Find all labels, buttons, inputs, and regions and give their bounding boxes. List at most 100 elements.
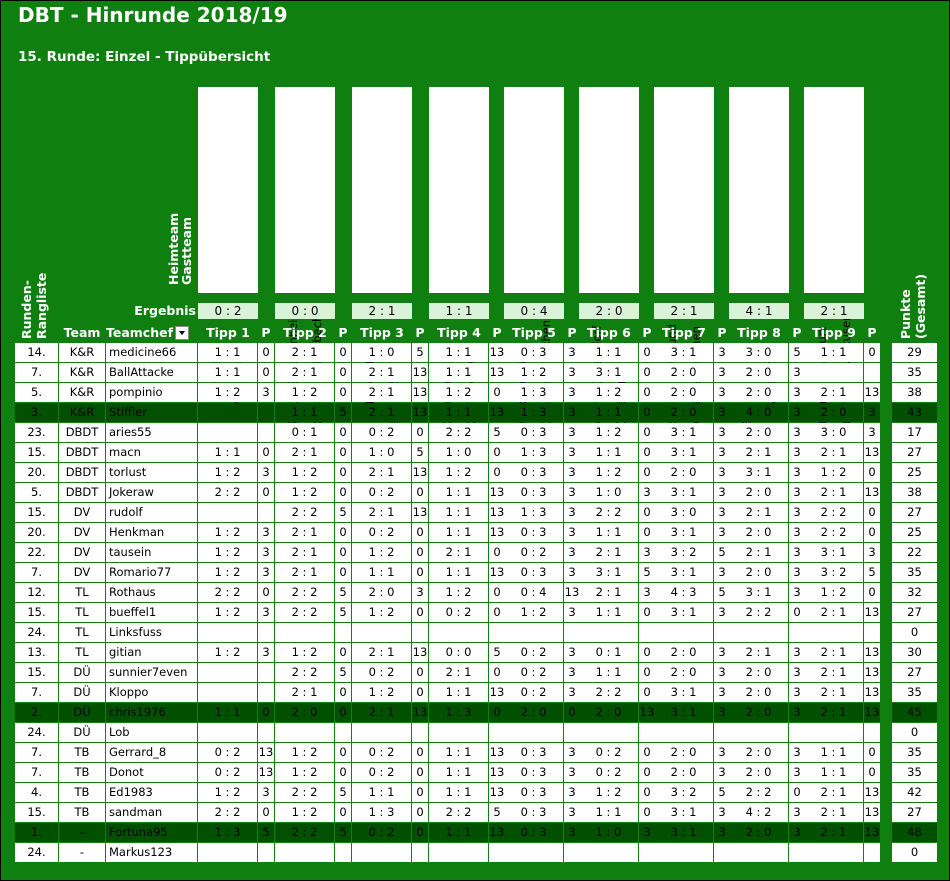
tipp-cell: 2 : 0 — [729, 683, 788, 702]
total-points-cell: 27 — [892, 443, 937, 462]
tipp-cell: 1 : 2 — [504, 603, 563, 622]
points-cell — [258, 723, 274, 742]
tipp-cell: 2 : 1 — [352, 363, 411, 382]
tipp-cell: 2 : 2 — [579, 683, 638, 702]
tipp-cell: 0 : 2 — [579, 743, 638, 762]
points-cell: 3 — [789, 383, 805, 402]
points-cell: 0 — [335, 423, 351, 442]
points-cell — [564, 843, 580, 862]
tipp-cell: 1 : 2 — [275, 643, 334, 662]
points-cell: 3 — [789, 583, 805, 602]
tipp-cell: 2 : 1 — [275, 683, 334, 702]
total-points-cell: 27 — [892, 803, 937, 822]
teamchef-header[interactable]: Teamchef — [106, 324, 198, 341]
page-title: DBT - Hinrunde 2018/19 — [18, 3, 288, 27]
tipp-cell: 2 : 1 — [729, 643, 788, 662]
points-cell: 13 — [864, 683, 880, 702]
tipp-cell: 0 : 4 — [504, 583, 563, 602]
points-cell: 3 — [789, 463, 805, 482]
tipp-cell: 0 : 0 — [429, 643, 488, 662]
points-cell: 0 — [639, 743, 655, 762]
points-cell: 0 — [639, 783, 655, 802]
points-cell: 13 — [412, 503, 428, 522]
team-cell: DV — [59, 543, 105, 562]
tipp-cell — [579, 723, 638, 742]
tipp-cell: 1 : 0 — [352, 443, 411, 462]
points-cell: 0 — [412, 543, 428, 562]
points-header-5: P — [567, 325, 577, 340]
points-cell: 3 — [789, 523, 805, 542]
game-result-7: 2 : 1 — [654, 303, 714, 319]
teamchef-cell: medicine66 — [106, 343, 197, 362]
points-cell: 0 — [335, 383, 351, 402]
points-cell: 0 — [258, 443, 274, 462]
tipp-cell: 0 : 2 — [198, 763, 257, 782]
tipp-cell: 0 : 2 — [504, 643, 563, 662]
points-cell: 0 — [412, 783, 428, 802]
tipp-cell: 2 : 0 — [352, 583, 411, 602]
points-cell: 0 — [489, 663, 505, 682]
tipp-cell: 3 : 1 — [579, 563, 638, 582]
teamchef-cell: Ed1983 — [106, 783, 197, 802]
points-cell: 3 — [639, 483, 655, 502]
team-cell: TL — [59, 623, 105, 642]
points-cell: 3 — [714, 563, 730, 582]
tipp-cell: 1 : 1 — [579, 603, 638, 622]
tipp-cell: 0 : 2 — [504, 683, 563, 702]
points-cell — [412, 623, 428, 642]
tipp-cell: 1 : 3 — [352, 803, 411, 822]
team-cell: - — [59, 823, 105, 842]
tipp-cell: 1 : 2 — [275, 743, 334, 762]
tipp-cell: 2 : 1 — [579, 583, 638, 602]
total-points-cell: 35 — [892, 563, 937, 582]
tipp-cell: 2 : 1 — [429, 543, 488, 562]
tipp-cell: 2 : 1 — [275, 343, 334, 362]
points-cell: 0 — [864, 343, 880, 362]
team-cell: K&R — [59, 403, 105, 422]
game-teams-1: 1. FC NürnbergVfL Wolfsburg — [198, 87, 258, 435]
tipp-cell: 1 : 2 — [579, 423, 638, 442]
total-points-cell: 27 — [892, 603, 937, 622]
rank-cell: 24. — [15, 623, 58, 642]
tipp-cell: 1 : 1 — [429, 483, 488, 502]
tipp-cell: 0 : 3 — [504, 343, 563, 362]
points-cell: 13 — [412, 383, 428, 402]
points-cell: 13 — [412, 463, 428, 482]
tipp-header-6: Tipp 6 — [587, 325, 631, 340]
tipp-cell: 3 : 1 — [729, 583, 788, 602]
tipp-cell — [729, 623, 788, 642]
points-cell: 5 — [489, 643, 505, 662]
total-points-cell: 30 — [892, 643, 937, 662]
tipp-cell: 2 : 1 — [275, 543, 334, 562]
tipp-cell: 2 : 1 — [804, 803, 863, 822]
teamchef-cell: Kloppo — [106, 683, 197, 702]
points-cell: 3 — [789, 663, 805, 682]
tipp-cell: 0 : 2 — [504, 663, 563, 682]
points-cell: 3 — [564, 643, 580, 662]
points-cell: 0 — [639, 383, 655, 402]
rank-cell: 13. — [15, 643, 58, 662]
tipp-cell — [804, 723, 863, 742]
runden-rangliste-label: Runden- Rangliste — [19, 272, 49, 339]
points-cell: 3 — [789, 483, 805, 502]
rank-cell: 1. — [15, 823, 58, 842]
points-cell: 13 — [489, 363, 505, 382]
points-cell: 3 — [789, 503, 805, 522]
filter-dropdown-icon[interactable] — [175, 325, 190, 340]
tipp-cell: 0 : 2 — [429, 603, 488, 622]
tipp-cell: 1 : 1 — [198, 443, 257, 462]
total-points-cell: 35 — [892, 363, 937, 382]
points-cell: 3 — [564, 803, 580, 822]
points-cell: 3 — [639, 823, 655, 842]
game-teams-2: TSG 1899 HoffenheimBorussia M'Gladbach — [275, 87, 335, 435]
team-cell: DV — [59, 523, 105, 542]
team-cell: DV — [59, 563, 105, 582]
team-cell: DBDT — [59, 423, 105, 442]
points-cell: 0 — [335, 523, 351, 542]
tipp-cell: 2 : 2 — [729, 603, 788, 622]
points-cell: 13 — [864, 383, 880, 402]
teamchef-cell: Fortuna95 — [106, 823, 197, 842]
tipp-cell: 1 : 0 — [429, 443, 488, 462]
